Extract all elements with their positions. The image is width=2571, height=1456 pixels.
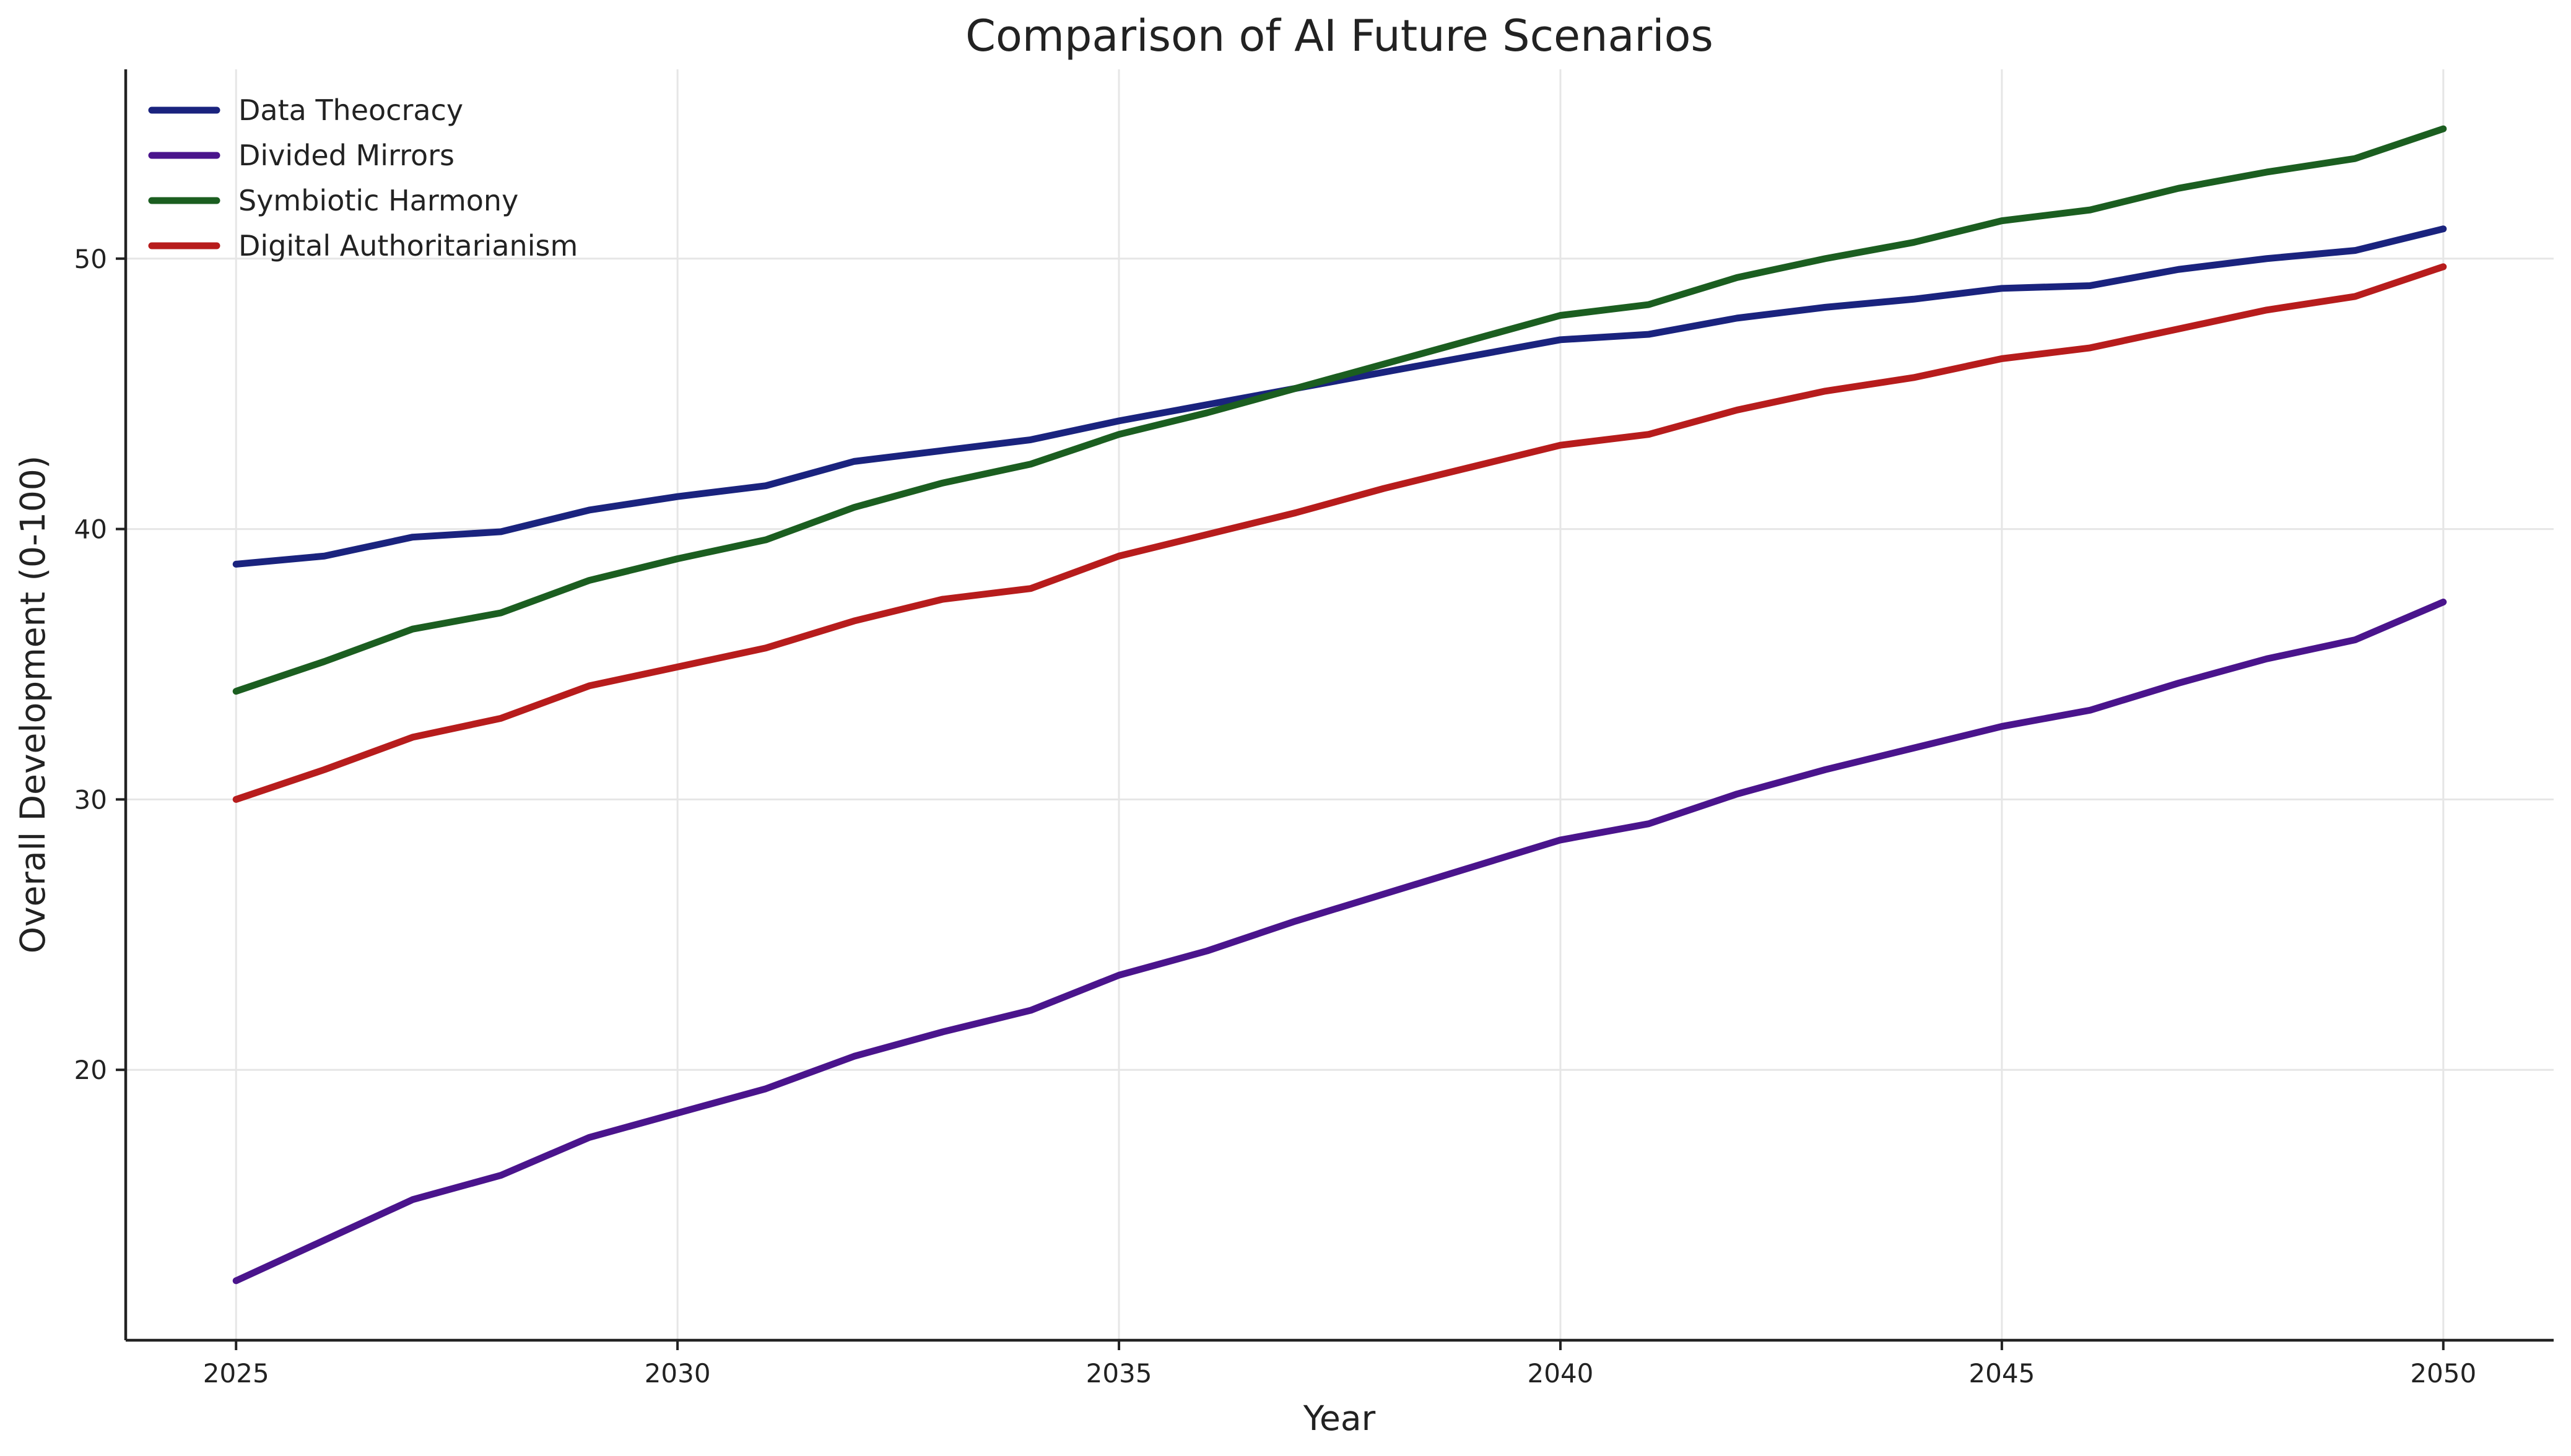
series-lines [232, 125, 2447, 1285]
legend-label-symbiotic-harmony: Symbiotic Harmony [238, 184, 518, 217]
y-tick-label: 30 [74, 784, 107, 815]
legend-label-data-theocracy: Data Theocracy [238, 93, 463, 127]
y-tick-label: 50 [74, 244, 107, 274]
legend-label-digital-authoritarianism: Digital Authoritarianism [238, 229, 578, 262]
y-tick-label: 40 [74, 514, 107, 545]
legend: Data Theocracy Divided Mirrors Symbiotic H… [148, 93, 578, 262]
x-axis-label: Year [1303, 1398, 1376, 1438]
grid [126, 69, 2554, 1340]
series-line-data-theocracy [232, 225, 2447, 568]
x-tick-label: 2025 [203, 1358, 269, 1389]
series-line-symbiotic-harmony [232, 125, 2447, 695]
y-axis-label: Overall Development (0-100) [13, 456, 53, 954]
x-tick-label: 2050 [2410, 1358, 2476, 1389]
axes [124, 69, 2554, 1342]
x-tick-label: 2045 [1968, 1358, 2035, 1389]
x-tick-label: 2030 [645, 1358, 711, 1389]
series-line-digital-authoritarianism [232, 263, 2447, 803]
chart-title: Comparison of AI Future Scenarios [965, 11, 1713, 61]
legend-label-divided-mirrors: Divided Mirrors [238, 139, 455, 172]
y-tick-label: 20 [74, 1055, 107, 1085]
series-line-divided-mirrors [232, 599, 2447, 1285]
x-tick-label: 2035 [1086, 1358, 1152, 1389]
x-tick-label: 2040 [1528, 1358, 1594, 1389]
